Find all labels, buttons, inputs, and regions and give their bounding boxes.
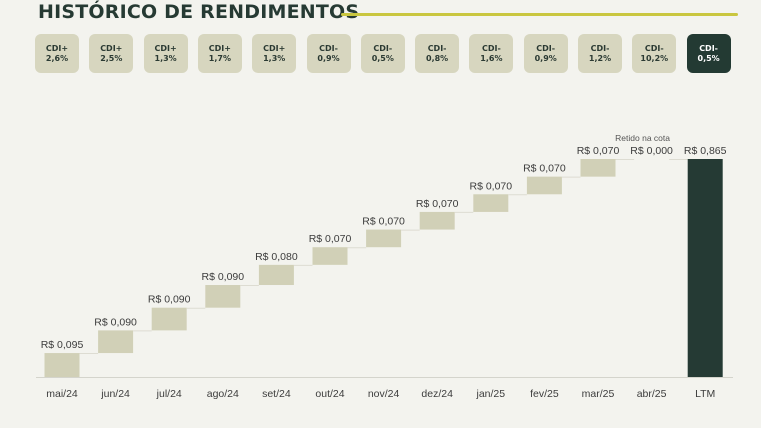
bar-value-label: R$ 0,090 (94, 316, 137, 328)
cdi-badge[interactable]: CDI+ 1,7% (197, 34, 242, 73)
cdi-badge[interactable]: CDI- 0,8% (415, 34, 460, 73)
waterfall-bar (580, 159, 616, 177)
waterfall-bar (473, 194, 509, 212)
cdi-badge-value: 2,5% (100, 53, 123, 63)
cdi-badge-label: CDI- (536, 43, 556, 53)
cdi-badge[interactable]: CDI+ 1,3% (143, 34, 188, 73)
x-tick-label: jul/24 (156, 388, 182, 400)
cdi-badge[interactable]: CDI- 1,2% (578, 34, 622, 73)
bar-value-label: R$ 0,000 (630, 145, 673, 157)
bar-value-label: R$ 0,070 (523, 163, 566, 175)
waterfall-bar (151, 307, 187, 331)
waterfall-bar (419, 211, 455, 230)
bar-value-label: R$ 0,080 (255, 251, 298, 263)
waterfall-bar (312, 247, 348, 265)
x-tick-label: abr/25 (637, 388, 667, 400)
bar-value-label: R$ 0,090 (201, 271, 244, 283)
waterfall-bar (44, 353, 80, 377)
cdi-badge-label: CDI- (644, 43, 664, 53)
cdi-badge-label: CDI- (319, 43, 338, 53)
bar-value-label: R$ 0,070 (416, 198, 459, 210)
cdi-badge-label: CDI- (481, 43, 501, 53)
bar-value-label: R$ 0,070 (577, 145, 620, 157)
x-tick-label: dez/24 (421, 388, 453, 400)
bar-value-label: R$ 0,090 (148, 294, 191, 306)
x-tick-label: jun/24 (100, 388, 130, 400)
cdi-badge-value: 2,6% (45, 53, 69, 63)
cdi-badge-row: CDI+ 2,6% CDI+ 2,5% CDI+ 1,3% CDI+ 1,7% CDI+ 1,3%… (35, 34, 735, 74)
bar-value-label: R$ 0,070 (362, 216, 405, 228)
cdi-badge-value: 0,9% (317, 53, 340, 63)
bar-value-label: R$ 0,070 (309, 233, 352, 245)
cdi-badge-label: CDI- (699, 43, 718, 53)
waterfall-bar (205, 285, 241, 308)
cdi-badge[interactable]: CDI+ 1,3% (252, 34, 297, 73)
cdi-badge-label: CDI+ (208, 43, 231, 53)
cdi-badge-label: CDI- (373, 43, 393, 53)
waterfall-bar (366, 229, 402, 248)
cdi-badge[interactable]: CDI- 1,6% (469, 34, 514, 73)
x-tick-label: nov/24 (368, 388, 400, 400)
section-header: HISTÓRICO DE RENDIMENTOS (38, 0, 738, 30)
x-tick-label: out/24 (315, 388, 344, 400)
cdi-badge-value: 0,8% (426, 53, 449, 63)
cdi-badge-label: CDI+ (100, 43, 123, 53)
bar-value-label: R$ 0,095 (41, 339, 84, 351)
x-tick-label: set/24 (262, 388, 291, 400)
cdi-badge[interactable]: CDI- 10,2% (632, 34, 677, 73)
cdi-badge[interactable]: CDI+ 2,6% (35, 34, 79, 73)
cdi-badge[interactable]: CDI+ 2,5% (89, 34, 134, 73)
waterfall-bar (526, 176, 562, 195)
x-tick-label: ago/24 (207, 388, 239, 400)
cdi-badge-label: CDI+ (154, 43, 177, 53)
x-tick-label: LTM (695, 388, 715, 400)
cdi-badge-value: 0,9% (534, 53, 557, 63)
cdi-badge-value: 10,2% (640, 53, 669, 63)
x-tick-label: fev/25 (530, 388, 559, 400)
cdi-badge[interactable]: CDI- 0,5% (360, 34, 405, 73)
cdi-badge-value: 0,5% (697, 53, 720, 63)
x-tick-label: mar/25 (582, 388, 615, 400)
cdi-badge-value: 1,6% (480, 53, 503, 63)
page-title: HISTÓRICO DE RENDIMENTOS (38, 1, 360, 23)
x-tick-label: mai/24 (46, 388, 78, 400)
x-tick-label: jan/25 (475, 388, 505, 400)
bar-value-label: R$ 0,865 (684, 145, 727, 157)
cdi-badge-value: 1,2% (588, 53, 612, 63)
total-bar (687, 159, 723, 377)
cdi-badge[interactable]: CDI- 0,9% (523, 34, 568, 73)
cdi-badge[interactable]: CDI- 0,5% (686, 34, 731, 73)
cdi-badge-value: 1,3% (154, 53, 177, 63)
cdi-badge-value: 0,5% (371, 53, 394, 63)
bar-value-label: R$ 0,070 (469, 180, 512, 192)
cdi-badge-label: CDI+ (45, 43, 69, 53)
cdi-badge-label: CDI- (590, 43, 610, 53)
cdi-badge-label: CDI- (427, 43, 447, 53)
cdi-badge-label: CDI+ (263, 43, 286, 53)
cdi-badge-value: 1,3% (263, 53, 286, 63)
cdi-badge[interactable]: CDI- 0,9% (306, 34, 351, 73)
retained-annotation: Retido na cota (615, 133, 670, 143)
cdi-badge-value: 1,7% (208, 53, 231, 63)
waterfall-bar (98, 330, 134, 354)
waterfall-bar (258, 264, 294, 286)
title-accent-rule (341, 13, 738, 16)
